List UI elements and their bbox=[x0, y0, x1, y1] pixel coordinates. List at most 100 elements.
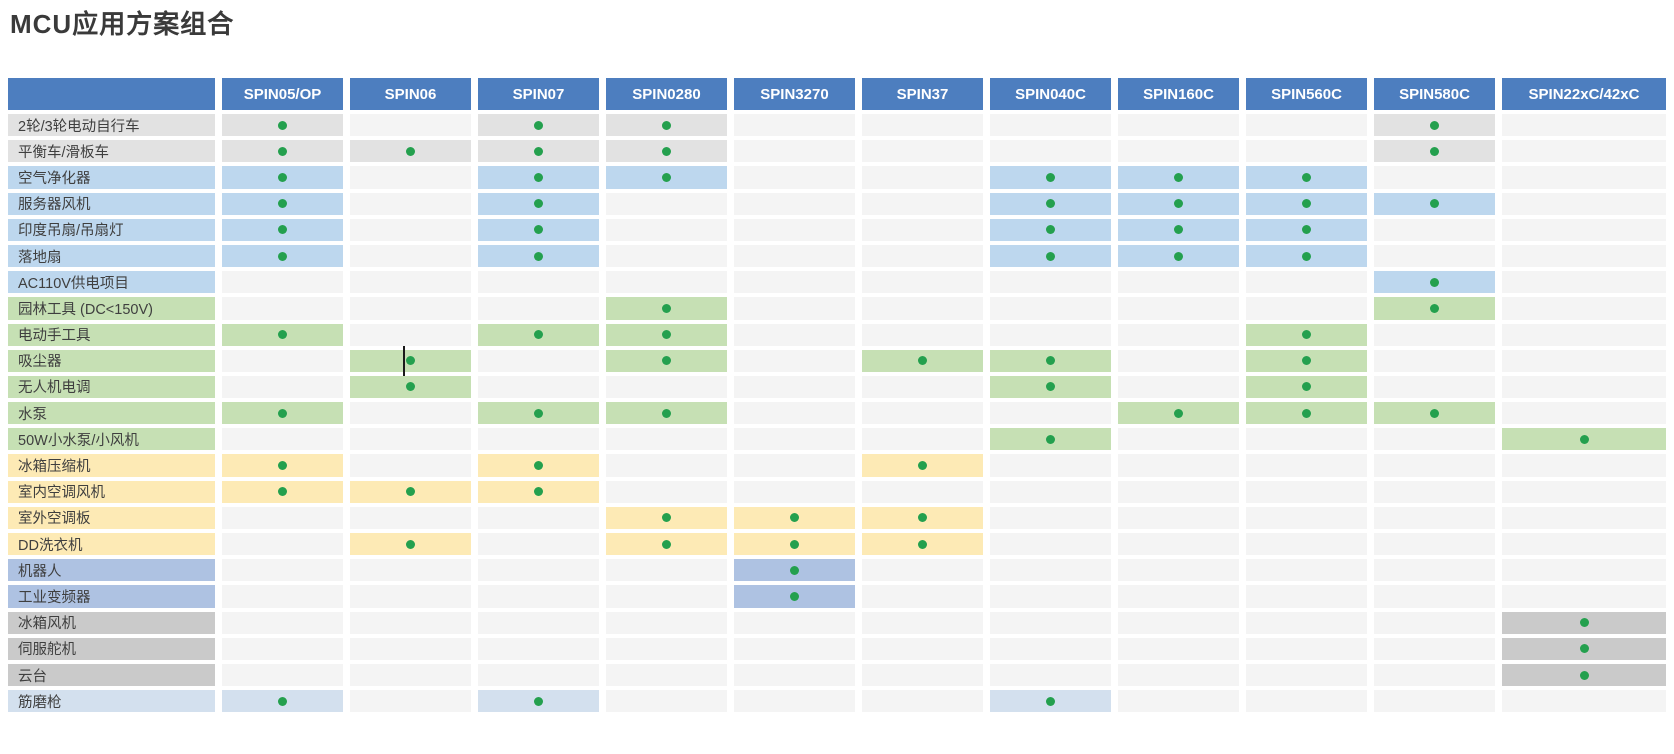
support-dot bbox=[1046, 382, 1055, 392]
matrix-cell bbox=[734, 297, 855, 320]
row-label: 筋磨枪 bbox=[8, 690, 215, 713]
matrix-cell bbox=[862, 349, 983, 372]
row-label: 水泵 bbox=[8, 402, 215, 425]
matrix-cell bbox=[222, 637, 343, 660]
matrix-cell bbox=[734, 192, 855, 215]
matrix-cell bbox=[1246, 454, 1367, 477]
matrix-cell bbox=[606, 114, 727, 137]
matrix-cell bbox=[1118, 533, 1239, 556]
matrix-cell bbox=[862, 297, 983, 320]
matrix-cell bbox=[1374, 480, 1495, 503]
matrix-cell bbox=[1502, 533, 1666, 556]
matrix-cell bbox=[350, 585, 471, 608]
support-dot bbox=[1302, 251, 1311, 261]
matrix-cell bbox=[1502, 506, 1666, 529]
support-dot bbox=[534, 696, 543, 706]
matrix-cell bbox=[734, 271, 855, 294]
matrix-cell bbox=[734, 637, 855, 660]
matrix-cell bbox=[1118, 271, 1239, 294]
matrix-cell bbox=[478, 140, 599, 163]
matrix-cell bbox=[1374, 690, 1495, 713]
matrix-cell bbox=[1374, 402, 1495, 425]
matrix-cell bbox=[1118, 585, 1239, 608]
support-dot bbox=[534, 330, 543, 340]
matrix-cell bbox=[1246, 480, 1367, 503]
matrix-cell bbox=[1374, 559, 1495, 582]
matrix-cell bbox=[222, 114, 343, 137]
row-label: 空气净化器 bbox=[8, 166, 215, 189]
support-dot bbox=[1046, 225, 1055, 235]
matrix-cell bbox=[734, 402, 855, 425]
support-dot bbox=[406, 146, 415, 156]
matrix-cell bbox=[862, 192, 983, 215]
matrix-cell bbox=[478, 244, 599, 268]
support-dot bbox=[1579, 618, 1589, 628]
matrix-cell bbox=[862, 244, 983, 268]
support-dot bbox=[1302, 356, 1311, 366]
matrix-cell bbox=[1246, 690, 1367, 713]
matrix-cell bbox=[1374, 375, 1495, 399]
support-dot bbox=[1046, 199, 1055, 209]
support-dot bbox=[662, 146, 671, 156]
matrix-cell bbox=[478, 402, 599, 425]
matrix-cell bbox=[478, 559, 599, 582]
matrix-cell bbox=[862, 218, 983, 241]
support-dot bbox=[662, 120, 671, 130]
support-dot bbox=[790, 539, 799, 549]
matrix-cell bbox=[1246, 192, 1367, 215]
matrix-cell bbox=[606, 454, 727, 477]
matrix-cell bbox=[1118, 323, 1239, 346]
matrix-cell bbox=[1374, 297, 1495, 320]
row-label: 园林工具 (DC<150V) bbox=[8, 297, 215, 320]
matrix-cell bbox=[606, 218, 727, 241]
matrix-cell bbox=[606, 480, 727, 503]
support-dot bbox=[278, 225, 287, 235]
row-label: 无人机电调 bbox=[8, 375, 215, 399]
matrix-cell bbox=[1118, 349, 1239, 372]
row-label: 室外空调板 bbox=[8, 506, 215, 529]
matrix-cell bbox=[734, 166, 855, 189]
matrix-cell bbox=[222, 140, 343, 163]
matrix-cell bbox=[1502, 192, 1666, 215]
matrix-cell bbox=[990, 533, 1111, 556]
matrix-cell bbox=[1502, 375, 1666, 399]
support-dot bbox=[406, 356, 415, 366]
support-dot bbox=[278, 146, 287, 156]
matrix-cell bbox=[1374, 663, 1495, 687]
matrix-cell bbox=[1374, 454, 1495, 477]
matrix-cell bbox=[606, 271, 727, 294]
matrix-cell bbox=[990, 166, 1111, 189]
matrix-cell bbox=[222, 166, 343, 189]
matrix-cell bbox=[1246, 271, 1367, 294]
matrix-cell bbox=[1502, 663, 1666, 687]
support-dot bbox=[1174, 225, 1183, 235]
matrix-cell bbox=[350, 506, 471, 529]
matrix-cell bbox=[990, 585, 1111, 608]
support-dot bbox=[534, 120, 543, 130]
matrix-cell bbox=[1502, 140, 1666, 163]
matrix-cell bbox=[478, 349, 599, 372]
matrix-cell bbox=[990, 506, 1111, 529]
matrix-cell bbox=[222, 611, 343, 634]
support-dot bbox=[662, 356, 671, 366]
row-label: AC110V供电项目 bbox=[8, 271, 215, 294]
matrix-cell bbox=[350, 480, 471, 503]
matrix-cell bbox=[478, 218, 599, 241]
column-header: SPIN22xC/42xC bbox=[1502, 78, 1666, 110]
matrix-cell bbox=[734, 349, 855, 372]
matrix-cell bbox=[1502, 297, 1666, 320]
matrix-cell bbox=[1374, 611, 1495, 634]
matrix-cell bbox=[1246, 663, 1367, 687]
matrix-cell bbox=[222, 323, 343, 346]
matrix-cell bbox=[606, 375, 727, 399]
row-label: 印度吊扇/吊扇灯 bbox=[8, 218, 215, 241]
matrix-cell bbox=[1246, 114, 1367, 137]
matrix-cell bbox=[222, 402, 343, 425]
support-dot bbox=[1046, 696, 1055, 706]
matrix-cell bbox=[990, 375, 1111, 399]
matrix-cell bbox=[222, 192, 343, 215]
support-dot bbox=[1579, 644, 1589, 654]
matrix-cell bbox=[350, 428, 471, 451]
matrix-cell bbox=[222, 297, 343, 320]
matrix-cell bbox=[350, 114, 471, 137]
